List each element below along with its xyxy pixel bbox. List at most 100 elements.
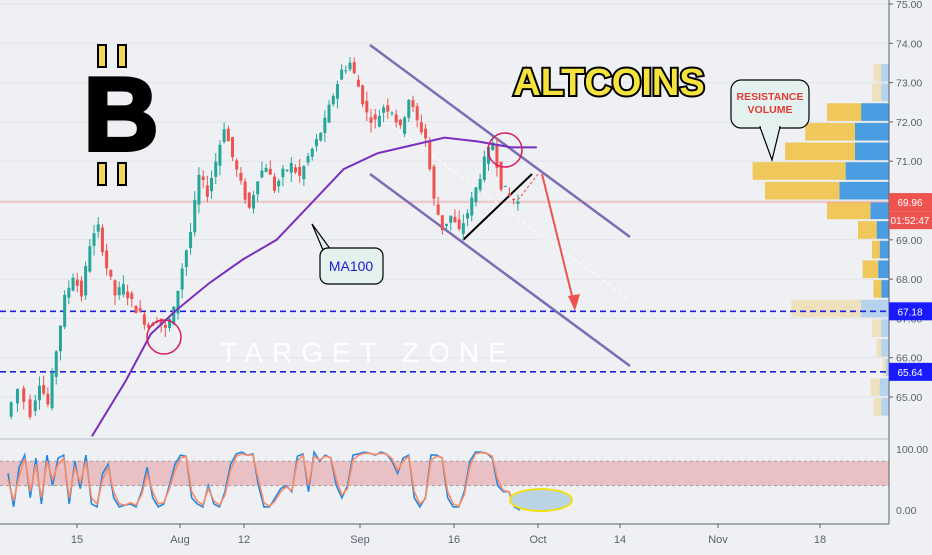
volume-bar-down xyxy=(839,181,889,200)
candle-body xyxy=(75,279,79,286)
volume-bar-up xyxy=(873,280,882,298)
candle-body xyxy=(281,168,285,178)
candle-body xyxy=(403,117,407,134)
volume-bar-up xyxy=(862,260,879,279)
candle-body xyxy=(310,148,314,157)
candle-body xyxy=(134,305,138,314)
candle-body xyxy=(130,293,134,300)
candle-body xyxy=(457,219,461,230)
volume-bar-up xyxy=(785,142,855,161)
price-label-text: 01:52:47 xyxy=(891,216,930,227)
candle-body xyxy=(394,114,398,123)
candle-body xyxy=(411,100,415,107)
candle-body xyxy=(159,318,163,326)
candle-body xyxy=(482,156,486,180)
candle-body xyxy=(449,215,453,223)
candle-body xyxy=(495,145,499,168)
candle-body xyxy=(415,106,419,121)
time-tick-label: Nov xyxy=(708,534,728,546)
time-tick-label: 15 xyxy=(71,534,83,546)
candle-body xyxy=(235,160,239,170)
price-tick-label: 69.00 xyxy=(896,235,922,247)
channel-upper-line xyxy=(369,43,631,239)
altcoins-title: ALTCOINS xyxy=(513,62,704,104)
volume-bar-down xyxy=(854,142,889,161)
stochastic-pane xyxy=(0,449,889,511)
price-tick-label: 68.00 xyxy=(896,274,922,286)
grid xyxy=(0,3,889,398)
candle-body xyxy=(491,142,495,151)
candle-body xyxy=(231,137,235,158)
candle-body xyxy=(50,372,54,409)
volume-bar-up xyxy=(873,63,882,82)
candle-body xyxy=(344,70,348,72)
volume-bar-up xyxy=(871,319,882,338)
candle-body xyxy=(369,117,373,123)
candle-body xyxy=(33,400,37,412)
resistance-label: RESISTANCE xyxy=(737,91,804,103)
candle-body xyxy=(306,156,310,163)
candle-body xyxy=(302,166,306,180)
candle-body xyxy=(28,399,32,417)
candle-body xyxy=(361,85,365,105)
candle-body xyxy=(398,119,402,126)
volume-bar-up xyxy=(871,240,880,259)
stoch-tick-label: 100.00 xyxy=(896,444,928,456)
svg-text:B: B xyxy=(83,57,158,173)
price-label-text: 69.96 xyxy=(897,198,922,209)
candle-body xyxy=(256,181,260,195)
oversold-ellipse xyxy=(509,488,573,512)
volume-bar-up xyxy=(827,201,871,220)
candle-body xyxy=(105,250,109,269)
price-label-box xyxy=(889,193,932,212)
volume-bar-down xyxy=(881,83,889,102)
volume-bar-up xyxy=(805,122,855,141)
candle-body xyxy=(272,176,276,191)
volume-bar-down xyxy=(845,162,889,180)
candle-body xyxy=(222,129,226,142)
candle-body xyxy=(96,224,100,232)
price-axis-bg xyxy=(889,0,932,550)
candle-body xyxy=(168,318,172,329)
candle-body xyxy=(516,201,520,204)
volume-bar-up xyxy=(765,181,840,200)
candle-body xyxy=(264,167,268,172)
bitcoin-logo-icon: B B xyxy=(81,44,161,186)
price-tick-label: 65.00 xyxy=(896,392,922,404)
candle-body xyxy=(84,265,88,296)
volume-bar-down xyxy=(861,103,889,121)
time-tick-label: 16 xyxy=(448,534,460,546)
time-tick-label: Sep xyxy=(350,534,370,546)
candle-body xyxy=(348,62,352,70)
price-labels: 69.96 01:52:47 67.18 65.64 xyxy=(889,193,932,381)
rejection-circle xyxy=(487,132,523,168)
candle-body xyxy=(100,227,104,253)
candle-body xyxy=(508,193,512,196)
candle-body xyxy=(88,246,92,272)
volume-bar-up xyxy=(873,398,882,416)
candle-body xyxy=(440,215,444,231)
candle-body xyxy=(268,168,272,175)
price-tick-label: 74.00 xyxy=(896,38,922,50)
candle-body xyxy=(428,141,432,170)
candle-body xyxy=(356,79,360,87)
volume-bar-up xyxy=(791,299,862,318)
candle-body xyxy=(314,139,318,147)
candle-body xyxy=(176,290,180,314)
candle-body xyxy=(419,122,423,133)
price-label-text: 67.18 xyxy=(897,307,922,318)
candle-body xyxy=(117,287,121,296)
candle-body xyxy=(503,185,507,187)
candle-body xyxy=(71,277,75,291)
candle-body xyxy=(327,104,331,123)
volume-bar-up xyxy=(876,339,882,357)
volume-bar-down xyxy=(881,319,889,338)
candle-body xyxy=(92,233,96,246)
candle-body xyxy=(54,351,58,377)
volume-bar-up xyxy=(827,103,862,121)
time-axis: 15 Aug 12 Sep 16 Oct 14 Nov 18 xyxy=(71,524,826,546)
candle-body xyxy=(424,128,428,139)
candle-body xyxy=(335,84,339,99)
candle-body xyxy=(470,197,474,216)
